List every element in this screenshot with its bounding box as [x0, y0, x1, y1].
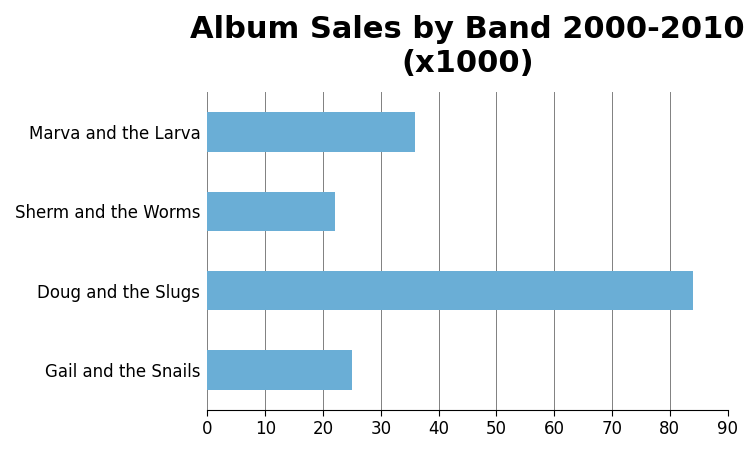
Bar [207, 350, 352, 390]
Bar [207, 271, 693, 310]
Bar [207, 112, 416, 152]
Title: Album Sales by Band 2000-2010
(x1000): Album Sales by Band 2000-2010 (x1000) [191, 15, 745, 77]
Bar [207, 192, 334, 231]
